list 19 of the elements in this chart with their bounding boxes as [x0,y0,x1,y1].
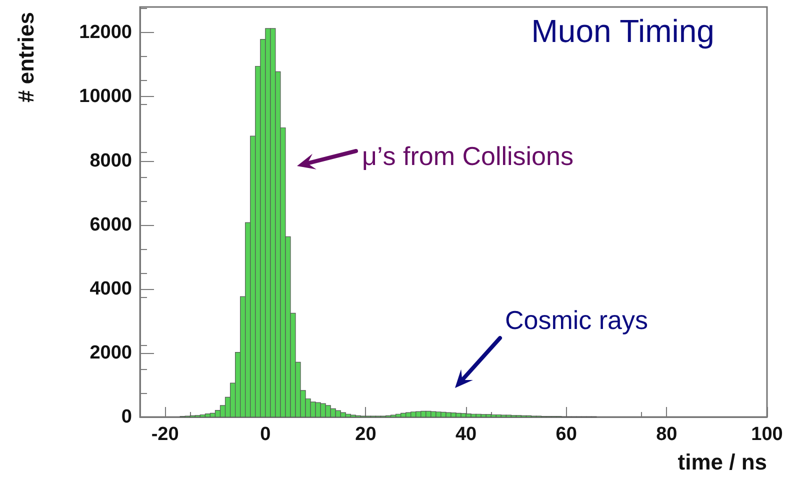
x-tick-label: 40 [455,424,477,445]
y-axis-title: # entries [14,12,38,102]
chart-title: Muon Timing [531,13,714,49]
y-tick-label: 6000 [90,214,132,236]
y-tick-label: 4000 [90,278,132,300]
x-tick-label: 60 [556,424,577,445]
x-tick-label: -20 [151,424,179,445]
x-axis-title: time / ns [678,450,767,474]
y-tick-label: 0 [121,406,132,428]
x-tick-label: 80 [656,424,678,445]
x-tick-label: 100 [751,424,783,445]
x-tick-label: 0 [260,424,271,445]
y-tick-label: 8000 [90,150,132,172]
y-tick-label: 12000 [79,22,132,44]
x-tick-label: 20 [355,424,376,445]
annotation: Cosmic rays [505,305,648,335]
y-tick-label: 2000 [90,342,132,364]
annotation: μ’s from Collisions [362,141,574,171]
y-tick-label: 10000 [79,86,132,108]
